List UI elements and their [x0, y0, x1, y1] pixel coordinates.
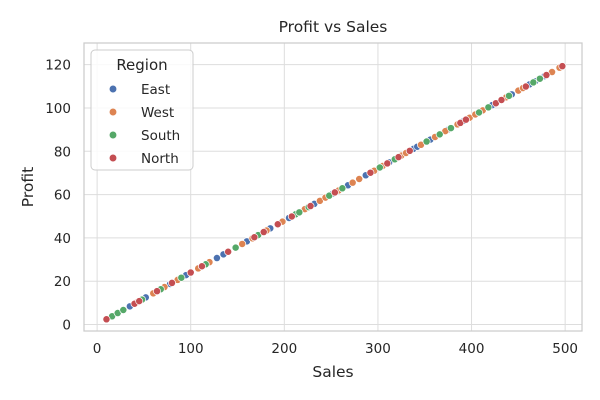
data-point-north — [521, 82, 530, 91]
data-point-north — [366, 168, 375, 177]
legend-label-east: East — [141, 82, 170, 98]
x-axis-label: Sales — [312, 363, 353, 381]
data-points — [102, 62, 567, 324]
data-point-north — [168, 278, 176, 287]
data-point-west — [238, 240, 247, 248]
y-tick-label: 80 — [54, 144, 71, 160]
legend: Region East West South North — [90, 49, 194, 171]
legend-title: Region — [116, 56, 167, 74]
chart-title: Profit vs Sales — [279, 18, 388, 36]
y-tick-label: 120 — [45, 58, 71, 74]
data-point-north — [224, 247, 233, 256]
x-tick-label: 0 — [93, 341, 102, 357]
data-point-south — [505, 91, 513, 100]
data-point-south — [535, 74, 544, 83]
data-point-north — [542, 71, 551, 79]
data-point-north — [197, 262, 206, 271]
data-point-north — [306, 202, 315, 211]
data-point-south — [177, 273, 186, 282]
data-point-north — [135, 297, 144, 306]
plot-frame — [83, 42, 583, 332]
x-tick-label: 400 — [459, 341, 485, 357]
data-point-north — [186, 268, 195, 277]
data-point-north — [330, 188, 339, 197]
data-point-north — [405, 146, 414, 155]
data-point-south — [119, 306, 128, 314]
data-point-south — [295, 208, 304, 217]
data-point-south — [435, 130, 444, 139]
data-point-north — [273, 220, 282, 229]
data-point-north — [153, 287, 161, 296]
legend-label-west: West — [141, 105, 174, 121]
data-point-north — [102, 315, 111, 324]
y-axis-label: Profit — [19, 167, 37, 207]
data-point-west — [355, 175, 364, 183]
data-point-north — [461, 115, 470, 124]
y-tick-label: 0 — [62, 318, 71, 334]
data-point-south — [338, 184, 347, 193]
legend-marker-north — [108, 153, 118, 163]
data-point-south — [422, 137, 431, 146]
y-tick-label: 40 — [54, 231, 71, 247]
data-point-south — [529, 78, 538, 87]
x-tick-label: 500 — [552, 341, 578, 357]
x-tick-label: 300 — [365, 341, 391, 357]
y-tick-label: 60 — [54, 188, 71, 204]
x-tick-label: 100 — [178, 341, 204, 357]
y-tick-label: 100 — [45, 101, 71, 117]
data-point-east — [212, 254, 221, 262]
data-point-north — [287, 212, 296, 221]
data-point-south — [484, 103, 493, 112]
data-point-north — [259, 228, 268, 236]
legend-label-south: South — [141, 128, 180, 144]
x-tick-labels: 0 100 200 300 400 500 — [93, 341, 578, 357]
x-tick-label: 200 — [271, 341, 297, 357]
legend-label-north: North — [141, 151, 179, 167]
data-point-south — [475, 108, 483, 117]
data-point-north — [497, 96, 506, 104]
data-point-north — [394, 153, 403, 162]
y-tick-labels: 0 20 40 60 80 100 120 — [45, 58, 71, 334]
data-point-north — [250, 233, 259, 242]
data-point-north — [558, 62, 567, 71]
data-point-south — [446, 124, 455, 133]
legend-marker-east — [108, 84, 118, 94]
data-point-north — [383, 159, 392, 168]
data-point-south — [375, 163, 384, 172]
y-tick-label: 20 — [54, 274, 71, 290]
data-point-west — [348, 178, 357, 187]
legend-marker-west — [108, 107, 118, 117]
legend-box — [90, 49, 194, 171]
data-point-south — [231, 243, 240, 252]
legend-marker-south — [108, 130, 118, 140]
legend-entries: East West South North — [108, 82, 180, 167]
